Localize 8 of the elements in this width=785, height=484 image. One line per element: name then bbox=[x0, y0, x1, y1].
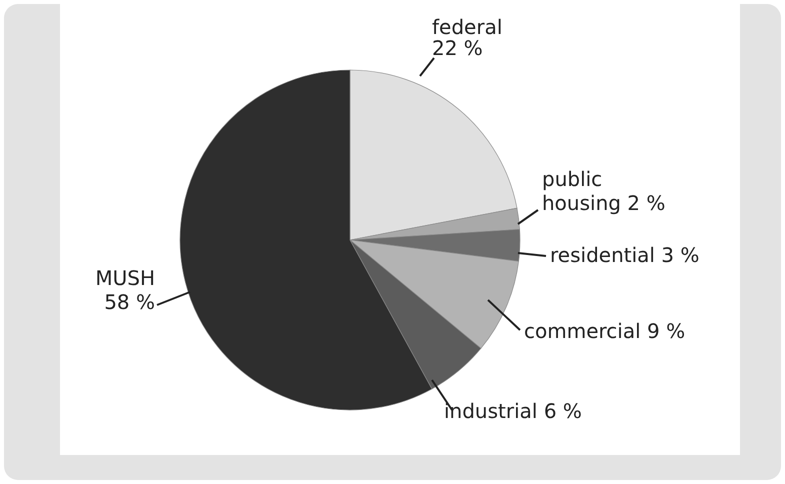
slice-label: residential 3 % bbox=[550, 243, 700, 267]
slice-label: industrial 6 % bbox=[444, 399, 582, 423]
slice-label: commercial 9 % bbox=[524, 319, 686, 343]
data-label: 58 % bbox=[104, 290, 155, 314]
slice-label: federal bbox=[432, 15, 502, 39]
data-label: 22 % bbox=[432, 36, 483, 60]
slice-label: public housing 2 % bbox=[542, 167, 666, 215]
slice-label: MUSH bbox=[95, 266, 155, 290]
